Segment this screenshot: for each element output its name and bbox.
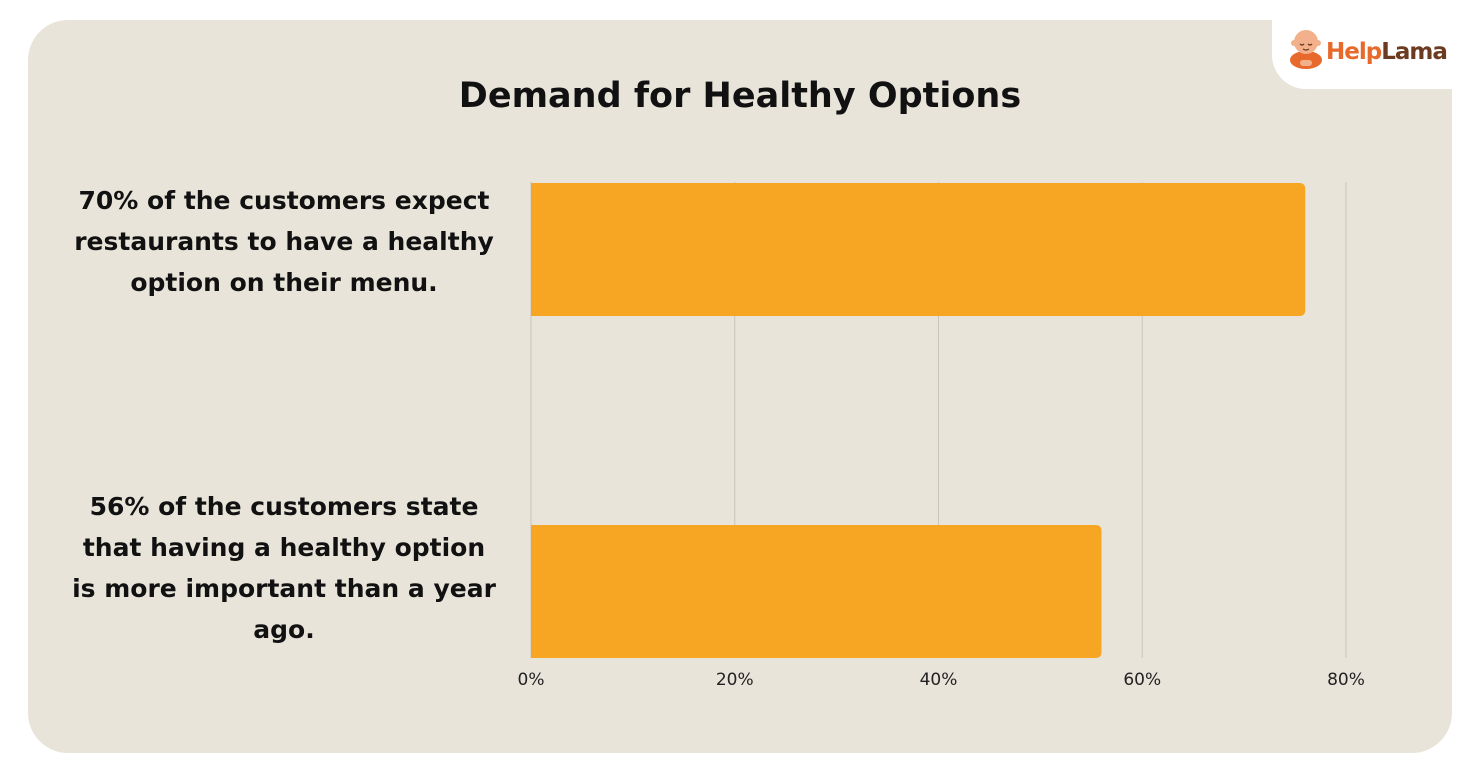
logo-text-help: Help: [1326, 39, 1382, 65]
category-label-1: 70% of the customers expect restaurants …: [74, 186, 494, 297]
x-tick-label-40: 40%: [920, 670, 958, 690]
category-label-2: 56% of the customers state that having a…: [72, 492, 496, 644]
chart-title: Demand for Healthy Options: [458, 76, 1022, 116]
x-tick-label-0: 0%: [518, 670, 545, 690]
monk-mascot-icon: [1290, 30, 1322, 69]
bar-1: [531, 183, 1306, 316]
logo-wordmark: HelpLama: [1326, 39, 1448, 65]
x-tick-label-80: 80%: [1327, 670, 1365, 690]
x-tick-label-20: 20%: [716, 670, 754, 690]
bar-2: [531, 525, 1102, 658]
x-tick-label-60: 60%: [1123, 670, 1161, 690]
helplama-logo[interactable]: HelpLama: [1288, 22, 1448, 72]
logo-text-lama: Lama: [1381, 39, 1448, 65]
